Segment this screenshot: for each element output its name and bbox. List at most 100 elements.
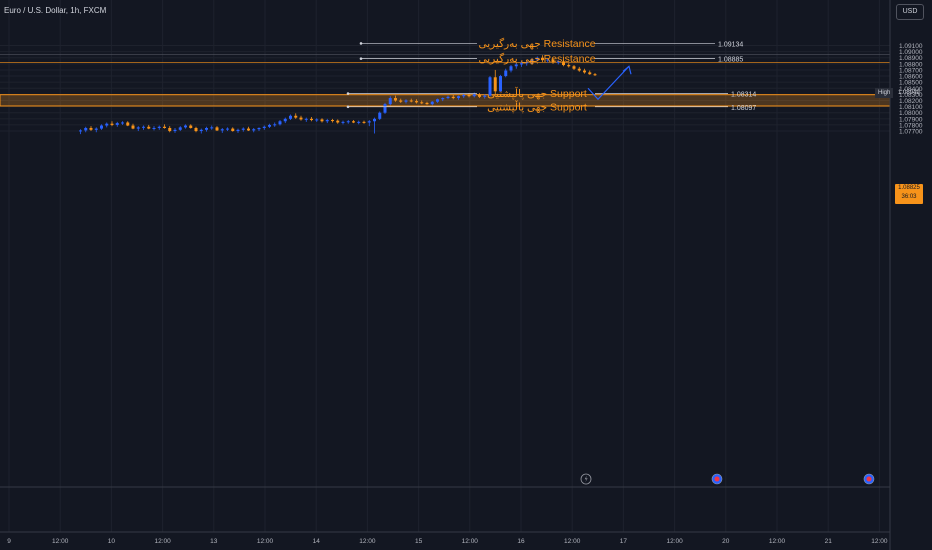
y-tick-label: 1.07800 xyxy=(899,122,923,129)
candles xyxy=(79,55,597,135)
candle-body xyxy=(236,129,240,132)
lightning-icon-glyph xyxy=(584,475,588,483)
candle-body xyxy=(110,123,114,125)
candle-body xyxy=(546,59,550,61)
y-tick-label: 1.08000 xyxy=(899,110,923,117)
y-tick-label: 1.08100 xyxy=(899,104,923,111)
candle-body xyxy=(168,127,172,132)
candle-body xyxy=(436,99,439,102)
y-tick-label: 1.08900 xyxy=(899,55,923,62)
y-tick-label: 1.08400 xyxy=(899,86,923,93)
candle-body xyxy=(457,96,460,99)
x-tick-label: 12:00 xyxy=(359,538,376,545)
candle-body xyxy=(488,77,492,96)
candle-body xyxy=(483,95,487,97)
candle-body xyxy=(278,121,282,125)
candle-body xyxy=(352,121,355,123)
candle-body xyxy=(84,127,88,131)
candle-body xyxy=(588,72,592,75)
candle-body xyxy=(556,61,560,63)
projection-arrow xyxy=(587,65,630,101)
currency-button[interactable]: USD xyxy=(896,4,924,20)
y-tick-label: 1.08300 xyxy=(899,92,923,99)
level-value: 1.08097 xyxy=(731,105,756,112)
us-flag-icon-center xyxy=(714,476,720,482)
candle-body xyxy=(241,128,245,130)
candle-body xyxy=(541,57,544,61)
candle-body xyxy=(415,101,418,103)
candle-body xyxy=(320,119,324,122)
candle-body xyxy=(520,63,523,65)
candle-body xyxy=(336,120,340,123)
y-tick-label: 1.08600 xyxy=(899,74,923,81)
high-value: 1.08949 xyxy=(898,90,920,96)
candle-body xyxy=(577,68,581,71)
x-tick-label: 12:00 xyxy=(257,538,274,545)
event-icons[interactable] xyxy=(580,473,875,485)
x-tick-label: 12:00 xyxy=(564,538,581,545)
candle-body xyxy=(509,66,513,71)
candle-body xyxy=(325,120,329,122)
x-tick-label: 9 xyxy=(7,538,11,545)
candle-body xyxy=(89,127,93,130)
candle-body xyxy=(593,74,597,76)
price-axis[interactable]: 1.077001.078001.079001.080001.081001.082… xyxy=(899,43,923,136)
candle-body xyxy=(373,118,376,122)
candle-body xyxy=(514,64,518,67)
candle-body xyxy=(231,128,235,132)
x-tick-label: 13 xyxy=(210,538,218,545)
candle-body xyxy=(262,126,266,128)
candle-body xyxy=(504,70,508,77)
candle-body xyxy=(446,96,450,99)
candle-body xyxy=(383,104,387,113)
candle-body xyxy=(215,127,219,131)
y-tick-label: 1.07900 xyxy=(899,116,923,123)
candle-body xyxy=(525,61,529,64)
candle-body xyxy=(131,125,135,129)
candle-body xyxy=(189,125,193,128)
candle-body xyxy=(420,102,424,104)
candle-body xyxy=(294,115,298,118)
candle-body xyxy=(226,128,229,130)
symbol-title[interactable]: Euro / U.S. Dollar, 1h, FXCM xyxy=(4,6,107,15)
candle-body xyxy=(147,126,151,129)
candle-body xyxy=(388,98,392,105)
y-tick-label: 1.08500 xyxy=(899,80,923,87)
candle-body xyxy=(283,118,287,122)
x-tick-label: 20 xyxy=(722,538,730,545)
candle-body xyxy=(304,118,308,120)
candle-body xyxy=(210,127,214,129)
candle-body xyxy=(404,100,408,102)
candle-body xyxy=(178,127,182,130)
y-tick-label: 1.07700 xyxy=(899,129,923,136)
y-tick-label: 1.08700 xyxy=(899,67,923,74)
levels: جهی بەرگیریی Resistance 1.09134 جهی بەرگیر… xyxy=(346,37,756,113)
support-zone xyxy=(0,94,891,107)
candle-body xyxy=(105,123,109,126)
candle-body xyxy=(115,123,119,125)
projection-arrow-head xyxy=(622,65,632,75)
candle-body xyxy=(367,121,371,123)
level-text: جهی پاڵپشتیی Support xyxy=(487,86,587,100)
candle-body xyxy=(299,117,303,120)
candle-body xyxy=(493,77,497,92)
level-value: 1.08314 xyxy=(731,92,756,99)
candle-body xyxy=(378,112,382,119)
lightning-icon[interactable] xyxy=(580,473,592,485)
candle-body xyxy=(451,96,455,99)
candle-body xyxy=(100,125,103,129)
x-tick-label: 10 xyxy=(108,538,116,545)
high-label: High xyxy=(875,88,894,98)
candle-body xyxy=(173,129,177,132)
candle-body xyxy=(472,94,476,97)
time-axis[interactable]: 9 12:00 10 12:00 13 12:00 14 12:00 15 12:00 16 12:0… xyxy=(7,538,888,545)
candle-body xyxy=(572,66,576,69)
level-text: جهی بەرگیریی Resistance xyxy=(478,52,595,65)
candle-body xyxy=(136,127,140,129)
candle-body xyxy=(562,61,565,66)
candle-body xyxy=(121,122,124,124)
candle-body xyxy=(362,121,366,123)
candle-body xyxy=(252,129,256,131)
candle-body xyxy=(399,100,403,102)
